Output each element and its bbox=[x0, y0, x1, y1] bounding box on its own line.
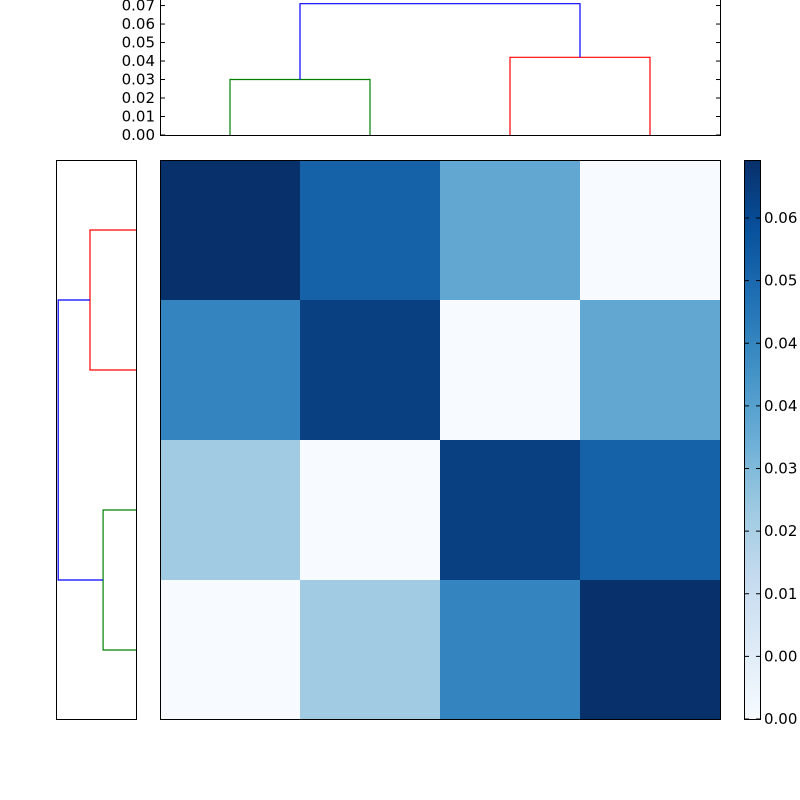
colorbar-gradient bbox=[745, 161, 760, 719]
colorbar-tick-label-3: 0.02 bbox=[764, 522, 797, 540]
heatmap-cell-r0-c2 bbox=[440, 160, 580, 300]
heatmap-panel bbox=[160, 160, 720, 720]
heatmap-cell-r2-c0 bbox=[160, 440, 300, 580]
heatmap-cell-r0-c3 bbox=[580, 160, 720, 300]
left-dendrogram-link-0 bbox=[89, 229, 136, 371]
top-dendrogram-link-0 bbox=[229, 78, 371, 135]
top-dendrogram-ytick-label-2: 0.02 bbox=[122, 89, 155, 107]
top-dendrogram-ytick-label-0: 0.00 bbox=[122, 126, 155, 144]
heatmap-cell-r3-c1 bbox=[300, 580, 440, 720]
colorbar-tick-label-0: 0.00 bbox=[764, 710, 797, 728]
top-dendrogram-ytick-label-5: 0.05 bbox=[122, 34, 155, 52]
heatmap-cell-r1-c0 bbox=[160, 300, 300, 440]
top-dendrogram-ytick-label-6: 0.06 bbox=[122, 15, 155, 33]
heatmap-cell-r2-c2 bbox=[440, 440, 580, 580]
heatmap-cell-r3-c2 bbox=[440, 580, 580, 720]
heatmap-cell-r1-c3 bbox=[580, 300, 720, 440]
colorbar-tick-label-6: 0.04 bbox=[764, 334, 797, 352]
colorbar-tick-label-4: 0.03 bbox=[764, 460, 797, 478]
colorbar-tick-label-2: 0.01 bbox=[764, 585, 797, 603]
top-dendrogram-ytick-label-3: 0.03 bbox=[122, 71, 155, 89]
top-dendrogram-ytick-label-7: 0.07 bbox=[122, 0, 155, 15]
heatmap-cell-r1-c2 bbox=[440, 300, 580, 440]
top-dendrogram-frame bbox=[160, 0, 721, 136]
left-dendrogram-link-2 bbox=[57, 299, 104, 581]
top-dendrogram-panel: 0.000.010.020.030.040.050.060.07 bbox=[122, 0, 721, 144]
colorbar-panel: 0.00 0.00 0.01 0.02 0.03 0.04 0.04 0.05 0.06 bbox=[744, 160, 797, 728]
top-dendrogram-ytick-label-1: 0.01 bbox=[122, 108, 155, 126]
colorbar-tick-label-5: 0.04 bbox=[764, 397, 797, 415]
colorbar-tick-label-8: 0.06 bbox=[764, 209, 797, 227]
top-dendrogram-ytick-label-4: 0.04 bbox=[122, 52, 155, 70]
heatmap-frame bbox=[160, 160, 721, 720]
heatmap-cell-r2-c3 bbox=[580, 440, 720, 580]
left-dendrogram-panel bbox=[57, 229, 136, 651]
colorbar-tick-label-1: 0.00 bbox=[764, 647, 797, 665]
heatmap-cell-r3-c0 bbox=[160, 580, 300, 720]
top-dendrogram-link-2 bbox=[299, 3, 581, 80]
heatmap-cell-r1-c1 bbox=[300, 300, 440, 440]
left-dendrogram-link-1 bbox=[102, 509, 136, 651]
left-dendrogram-frame bbox=[56, 160, 137, 720]
colorbar-tick-label-7: 0.05 bbox=[764, 272, 797, 290]
heatmap-cell-r2-c1 bbox=[300, 440, 440, 580]
heatmap-cell-r3-c3 bbox=[580, 580, 720, 720]
heatmap-cell-r0-c1 bbox=[300, 160, 440, 300]
heatmap-cell-r0-c0 bbox=[160, 160, 300, 300]
colorbar-frame bbox=[744, 160, 761, 720]
top-dendrogram-link-1 bbox=[509, 56, 651, 135]
